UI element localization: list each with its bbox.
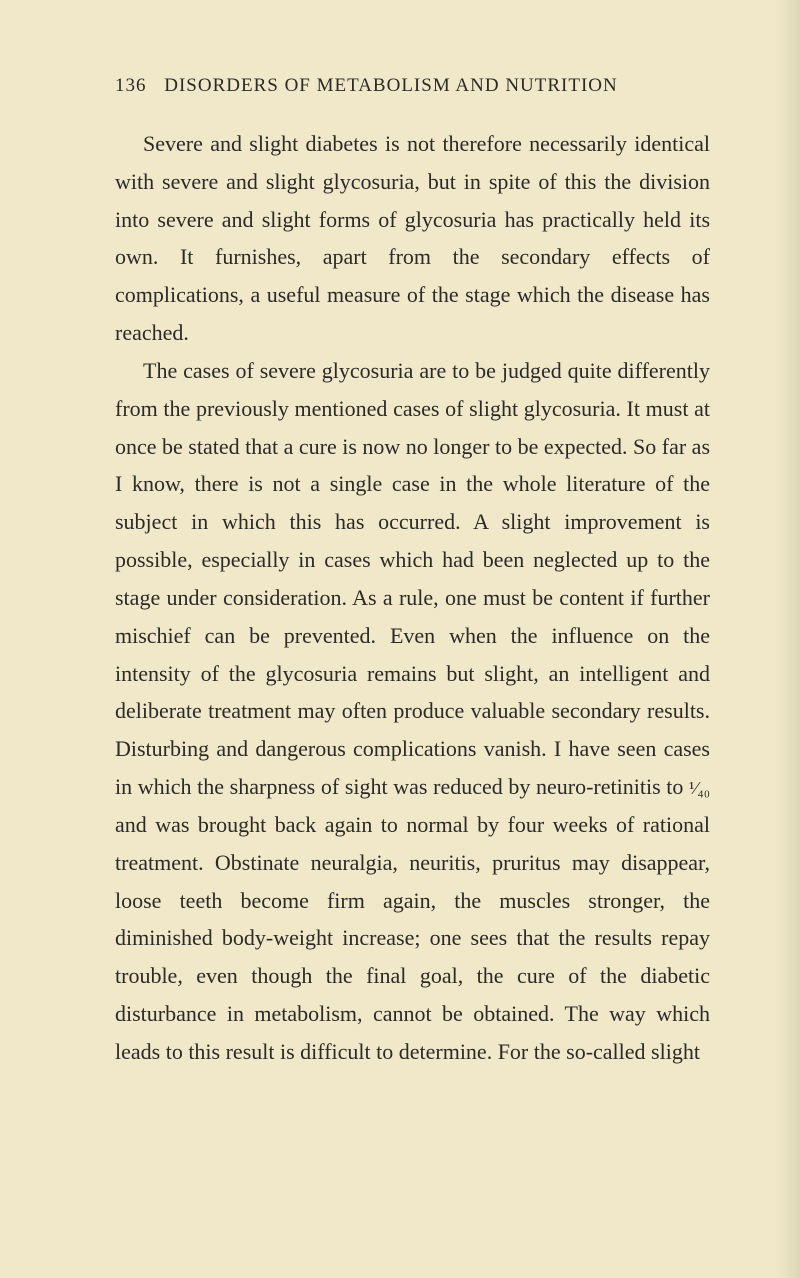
header-title: DISORDERS OF METABOLISM AND NUTRITION — [164, 75, 618, 96]
paragraph-2-part-2: and was brought back again to normal by … — [115, 812, 710, 1064]
fraction-text: ¹⁄₄₀ — [689, 778, 710, 798]
paragraph-1: Severe and slight diabetes is not theref… — [115, 125, 710, 352]
page-shadow-right — [775, 0, 800, 1278]
page-header: 136 DISORDERS OF METABOLISM AND NUTRITIO… — [115, 75, 710, 97]
paragraph-2: The cases of severe glycosuria are to be… — [115, 352, 710, 1071]
page-number: 136 — [115, 75, 147, 96]
book-page: 136 DISORDERS OF METABOLISM AND NUTRITIO… — [0, 0, 800, 1278]
paragraph-2-part-1: The cases of severe glycosuria are to be… — [115, 358, 710, 799]
